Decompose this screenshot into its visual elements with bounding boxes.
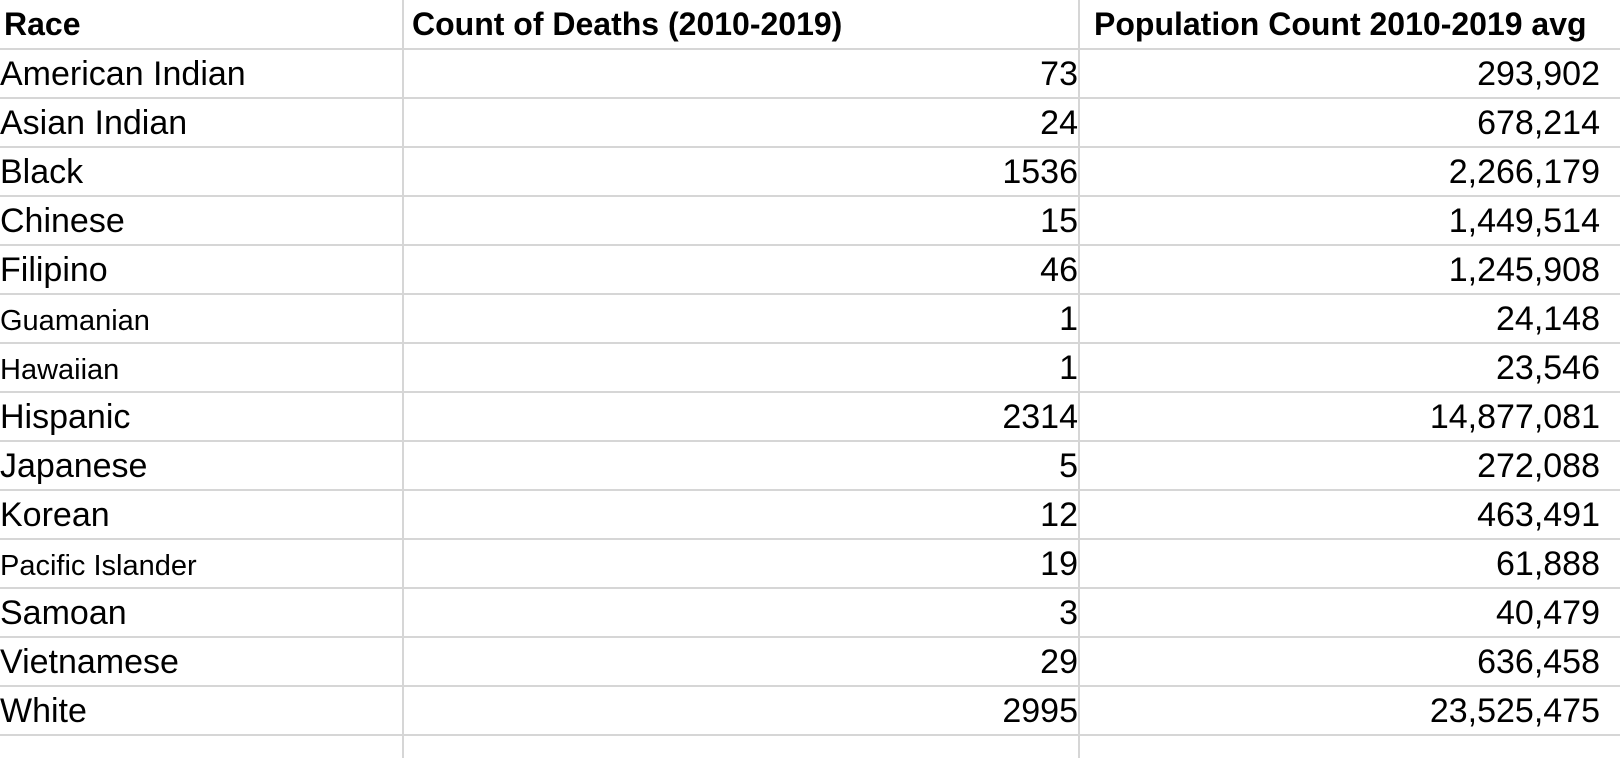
cell-population[interactable]: 293,902 bbox=[1079, 49, 1620, 99]
table-row: Vietnamese 29 636,458 bbox=[0, 637, 1620, 687]
cell-race[interactable]: Guamanian bbox=[0, 294, 404, 344]
table-row: Chinese 15 1,449,514 bbox=[0, 196, 1620, 246]
cell-population[interactable]: 23,546 bbox=[1079, 343, 1620, 393]
cell-race[interactable]: American Indian bbox=[0, 49, 404, 99]
cell-race[interactable]: Vietnamese bbox=[0, 637, 404, 687]
cell-population[interactable]: 40,479 bbox=[1079, 588, 1620, 638]
cell-race[interactable]: Chinese bbox=[0, 196, 404, 246]
cell-population[interactable]: 272,088 bbox=[1079, 441, 1620, 491]
cell-population[interactable]: 24,148 bbox=[1079, 294, 1620, 344]
cell-race[interactable]: Asian Indian bbox=[0, 98, 404, 148]
cell-population[interactable]: 636,458 bbox=[1079, 637, 1620, 687]
cell-deaths[interactable]: 15 bbox=[403, 196, 1080, 246]
table-row: Korean 12 463,491 bbox=[0, 490, 1620, 540]
cell-race[interactable]: Hispanic bbox=[0, 392, 404, 442]
table-row: Hispanic 2314 14,877,081 bbox=[0, 392, 1620, 442]
cell-population[interactable]: 23,525,475 bbox=[1079, 686, 1620, 736]
table-row: Black 1536 2,266,179 bbox=[0, 147, 1620, 197]
cell-deaths[interactable]: 12 bbox=[403, 490, 1080, 540]
cell-deaths[interactable]: 46 bbox=[403, 245, 1080, 295]
cell-deaths[interactable]: 3 bbox=[403, 588, 1080, 638]
cell-race[interactable]: Japanese bbox=[0, 441, 404, 491]
cell-deaths[interactable]: 1 bbox=[403, 294, 1080, 344]
empty-row bbox=[0, 735, 1620, 758]
table-row: American Indian 73 293,902 bbox=[0, 49, 1620, 99]
table-row: Filipino 46 1,245,908 bbox=[0, 245, 1620, 295]
cell-deaths[interactable]: 1536 bbox=[403, 147, 1080, 197]
empty-cell[interactable] bbox=[0, 735, 404, 758]
table-row: Hawaiian 1 23,546 bbox=[0, 343, 1620, 393]
table-row: Asian Indian 24 678,214 bbox=[0, 98, 1620, 148]
cell-deaths[interactable]: 24 bbox=[403, 98, 1080, 148]
cell-race[interactable]: Pacific Islander bbox=[0, 539, 404, 589]
table-row: Guamanian 1 24,148 bbox=[0, 294, 1620, 344]
cell-deaths[interactable]: 1 bbox=[403, 343, 1080, 393]
cell-deaths[interactable]: 2314 bbox=[403, 392, 1080, 442]
table-row: Pacific Islander 19 61,888 bbox=[0, 539, 1620, 589]
cell-race[interactable]: Black bbox=[0, 147, 404, 197]
table-row: White 2995 23,525,475 bbox=[0, 686, 1620, 736]
cell-deaths[interactable]: 19 bbox=[403, 539, 1080, 589]
cell-deaths[interactable]: 73 bbox=[403, 49, 1080, 99]
cell-population[interactable]: 463,491 bbox=[1079, 490, 1620, 540]
cell-race[interactable]: Samoan bbox=[0, 588, 404, 638]
cell-deaths[interactable]: 2995 bbox=[403, 686, 1080, 736]
header-race[interactable]: Race bbox=[0, 0, 404, 50]
cell-race[interactable]: White bbox=[0, 686, 404, 736]
cell-population[interactable]: 61,888 bbox=[1079, 539, 1620, 589]
cell-population[interactable]: 1,245,908 bbox=[1079, 245, 1620, 295]
cell-population[interactable]: 14,877,081 bbox=[1079, 392, 1620, 442]
header-population[interactable]: Population Count 2010-2019 avg bbox=[1079, 0, 1620, 50]
cell-deaths[interactable]: 5 bbox=[403, 441, 1080, 491]
cell-race[interactable]: Filipino bbox=[0, 245, 404, 295]
header-deaths[interactable]: Count of Deaths (2010-2019) bbox=[403, 0, 1080, 50]
cell-population[interactable]: 2,266,179 bbox=[1079, 147, 1620, 197]
cell-population[interactable]: 678,214 bbox=[1079, 98, 1620, 148]
cell-race[interactable]: Korean bbox=[0, 490, 404, 540]
table-row: Samoan 3 40,479 bbox=[0, 588, 1620, 638]
empty-cell[interactable] bbox=[403, 735, 1080, 758]
cell-race[interactable]: Hawaiian bbox=[0, 343, 404, 393]
cell-deaths[interactable]: 29 bbox=[403, 637, 1080, 687]
empty-cell[interactable] bbox=[1079, 735, 1620, 758]
header-row: Race Count of Deaths (2010-2019) Populat… bbox=[0, 0, 1620, 50]
table-row: Japanese 5 272,088 bbox=[0, 441, 1620, 491]
cell-population[interactable]: 1,449,514 bbox=[1079, 196, 1620, 246]
table-body: American Indian 73 293,902 Asian Indian 24 67… bbox=[0, 49, 1620, 736]
